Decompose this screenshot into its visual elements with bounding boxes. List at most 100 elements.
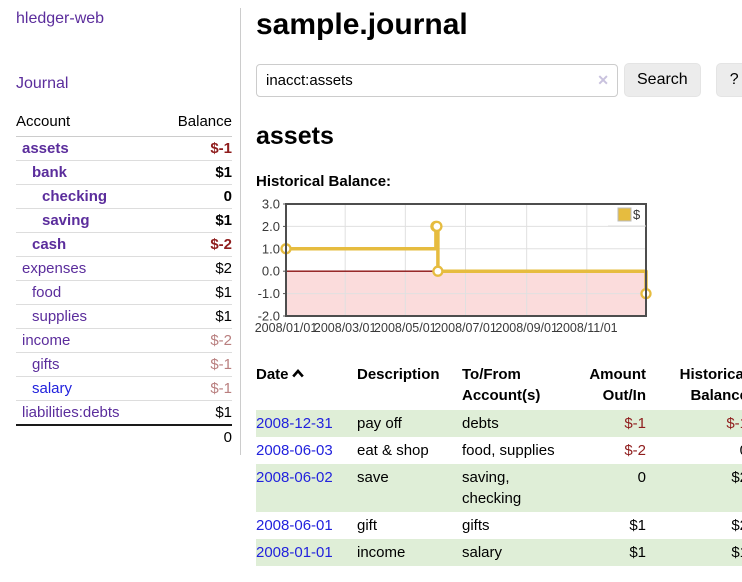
sidebar-account-row: liabilities:debts $1 <box>16 401 232 425</box>
accounts-total-row: 0 <box>16 424 232 449</box>
app-title-link[interactable]: hledger-web <box>16 10 105 27</box>
x-axis-tick-label: 2008/07/01 <box>434 321 497 335</box>
transaction-description: pay off <box>357 415 402 432</box>
accounts-header-row: Account Balance <box>16 109 232 137</box>
chart-data-point[interactable] <box>432 265 444 277</box>
chart-title: Historical Balance: <box>256 173 392 190</box>
sidebar-account-balance: $-1 <box>210 380 232 397</box>
transactions-table: Date Description To/From Account(s) Amou… <box>256 362 742 566</box>
txn-date-header[interactable]: Date <box>256 362 353 410</box>
sidebar-account-link-income[interactable]: income <box>22 332 71 349</box>
sidebar-account-row: checking 0 <box>16 185 232 209</box>
accounts-table: Account Balance assets $-1 bank $1 checking 0… <box>16 109 232 449</box>
x-axis-tick-label: 2008/03/01 <box>314 321 377 335</box>
sidebar-account-balance: $-1 <box>210 140 232 157</box>
y-axis-tick-label: -1.0 <box>258 286 280 301</box>
legend-label: $ <box>633 207 641 222</box>
transaction-row: 2008-06-03 eat & shop food, supplies $-20 <box>256 437 742 464</box>
transactions-body: 2008-12-31 pay off debts $-1 $-1 2008-06-03 ea… <box>256 410 742 566</box>
search-form: ✕ Search ? <box>256 63 742 97</box>
txn-accounts-header: To/From Account(s) <box>462 366 541 404</box>
chart-data-point[interactable] <box>431 220 443 233</box>
sidebar-account-row: expenses $2 <box>16 257 232 281</box>
historical-balance-chart[interactable]: 3.0 2.0 1.0 0.0 -1.0 -2.0 2008/01/01 2008/03/01… <box>255 197 742 343</box>
clear-search-icon[interactable]: ✕ <box>597 71 609 88</box>
y-axis-tick-label: -2.0 <box>258 309 280 324</box>
txn-amount-header: Amount Out/In <box>589 366 646 404</box>
sidebar-account-balance: $-1 <box>210 356 232 373</box>
x-axis-tick-label: 2008/09/01 <box>495 321 558 335</box>
transaction-row: 2008-12-31 pay off debts $-1 $-1 <box>256 410 742 437</box>
search-input-wrap: ✕ <box>256 63 618 97</box>
transaction-description: save <box>357 469 389 486</box>
sidebar-account-row: salary $-1 <box>16 377 232 401</box>
sidebar-account-row: cash $-2 <box>16 233 232 257</box>
transaction-date-link[interactable]: 2008-06-01 <box>256 517 333 534</box>
txn-date-header-label: Date <box>256 366 289 383</box>
y-axis-tick-label: 1.0 <box>262 241 280 256</box>
transaction-description: gift <box>357 517 378 534</box>
sidebar-account-balance: $1 <box>215 164 232 181</box>
transaction-row: 2008-06-02 save saving, checking 0 $2 <box>256 464 742 512</box>
transaction-amount: $1 <box>629 517 646 534</box>
sidebar-account-balance: $-2 <box>210 236 232 253</box>
transaction-description: eat & shop <box>357 442 429 459</box>
transaction-description: income <box>357 544 406 561</box>
sort-ascending-icon <box>291 369 304 378</box>
sidebar-account-link-liabilities-debts[interactable]: liabilities:debts <box>22 404 120 421</box>
sidebar-account-link-expenses[interactable]: expenses <box>22 260 87 277</box>
transaction-row: 2008-01-01 income salary $1 $1 <box>256 539 742 566</box>
sidebar-account-row: bank $1 <box>16 161 232 185</box>
sidebar-account-link-saving[interactable]: saving <box>42 212 90 229</box>
sidebar-account-link-bank[interactable]: bank <box>32 164 68 181</box>
transaction-amount: $1 <box>629 544 646 561</box>
sidebar-account-link-checking[interactable]: checking <box>42 188 108 205</box>
sidebar-account-link-supplies[interactable]: supplies <box>32 308 88 325</box>
sidebar-account-balance: $-2 <box>210 332 232 349</box>
page-title: sample.journal <box>256 8 468 41</box>
sidebar-account-link-food[interactable]: food <box>32 284 62 301</box>
txn-balance-header: Historical Balance <box>679 366 742 404</box>
main-content: sample.journal ✕ Search ? assets Histori… <box>241 8 742 566</box>
transaction-date-link[interactable]: 2008-12-31 <box>256 415 333 432</box>
account-heading: assets <box>256 122 334 150</box>
hledger-web-app: hledger-web Journal Account Balance asse… <box>8 8 742 566</box>
accounts-body: assets $-1 bank $1 checking 0 saving $1 cash $-2 e… <box>16 137 232 425</box>
sidebar-account-link-cash[interactable]: cash <box>32 236 67 253</box>
sidebar-account-row: supplies $1 <box>16 305 232 329</box>
y-axis-tick-label: 2.0 <box>262 219 280 234</box>
sidebar-account-link-salary[interactable]: salary <box>32 380 73 397</box>
search-input[interactable] <box>256 63 618 97</box>
transaction-amount: $-2 <box>624 442 646 459</box>
search-button[interactable]: Search <box>624 63 701 97</box>
y-axis-tick-label: 3.0 <box>262 197 280 212</box>
sidebar-account-balance: $1 <box>215 404 232 421</box>
legend-swatch <box>617 207 632 222</box>
sidebar-account-row: assets $-1 <box>16 137 232 161</box>
transaction-balance: $2 <box>731 469 742 486</box>
help-button[interactable]: ? <box>715 63 742 97</box>
transaction-date-link[interactable]: 2008-01-01 <box>256 544 333 561</box>
transaction-amount: $-1 <box>624 415 646 432</box>
x-axis-tick-label: 2008/05/01 <box>374 321 437 335</box>
sidebar-account-balance: $1 <box>215 284 232 301</box>
chart-border <box>285 203 647 317</box>
transaction-date-link[interactable]: 2008-06-03 <box>256 442 333 459</box>
journal-link[interactable]: Journal <box>16 75 69 92</box>
sidebar-account-row: income $-2 <box>16 329 232 353</box>
sidebar-account-row: gifts $-1 <box>16 353 232 377</box>
transaction-balance: 0 <box>650 437 742 464</box>
transaction-balance: $2 <box>731 517 742 534</box>
sidebar-account-link-assets[interactable]: assets <box>22 140 69 157</box>
transaction-date-link[interactable]: 2008-06-02 <box>256 469 333 486</box>
accounts-total-balance: 0 <box>157 424 232 449</box>
sidebar-account-link-gifts[interactable]: gifts <box>32 356 60 373</box>
transaction-accounts: gifts <box>462 517 490 534</box>
transactions-header-row: Date Description To/From Account(s) Amou… <box>256 362 742 410</box>
sidebar-account-row: food $1 <box>16 281 232 305</box>
transaction-balance: $1 <box>731 544 742 561</box>
sidebar-account-balance: $2 <box>215 260 232 277</box>
transaction-amount: 0 <box>637 469 646 486</box>
sidebar: hledger-web Journal Account Balance asse… <box>8 8 241 455</box>
sidebar-account-balance: $1 <box>215 212 232 229</box>
